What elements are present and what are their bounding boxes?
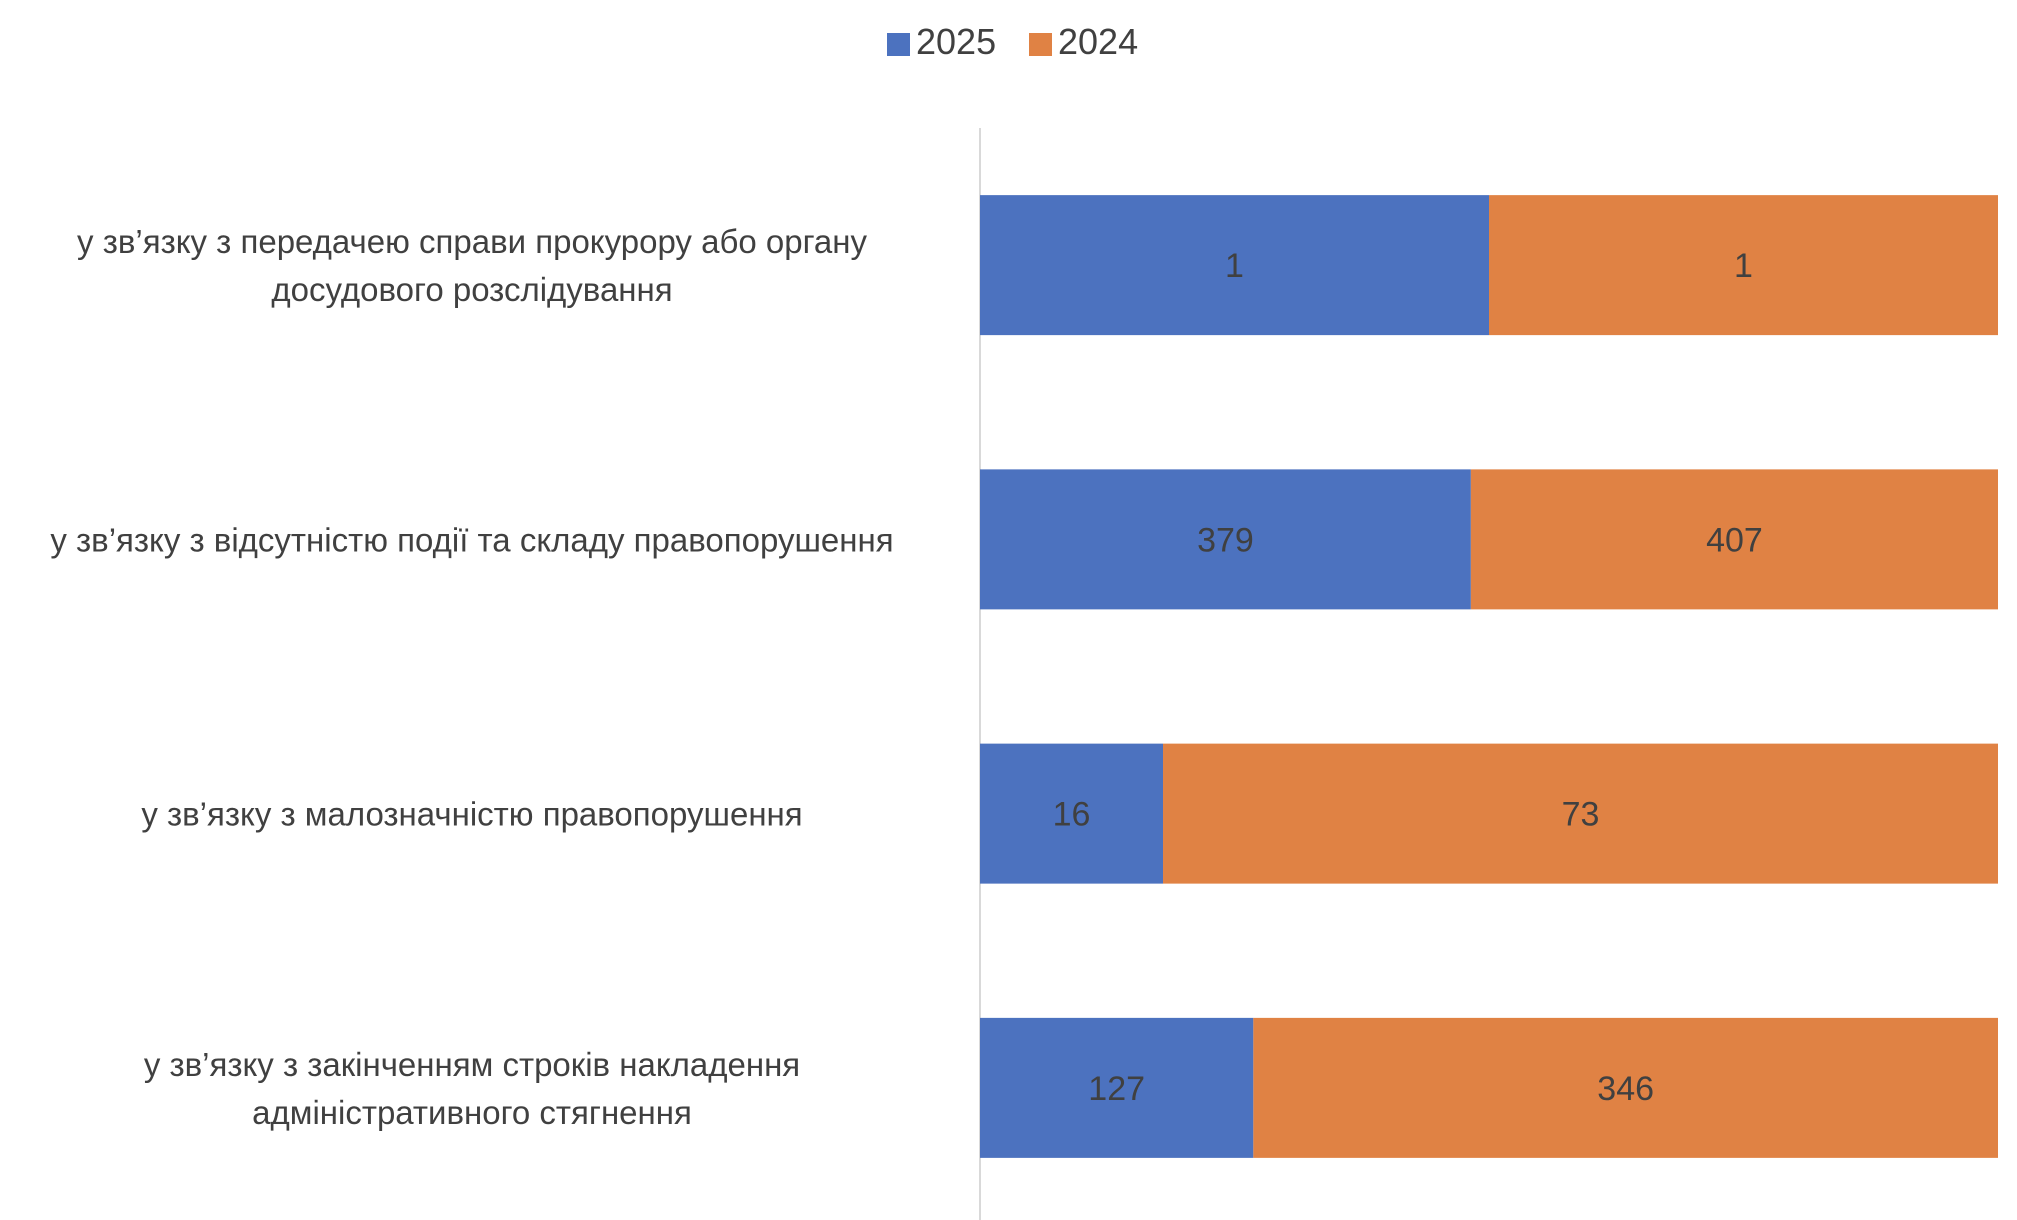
legend-label-2025: 2025 bbox=[916, 21, 996, 62]
data-label-2024-3: 346 bbox=[1597, 1070, 1654, 1108]
data-label-2025-1: 379 bbox=[1197, 521, 1254, 559]
bar-2024-3 bbox=[1253, 1017, 1998, 1158]
bar-2024-0 bbox=[1489, 195, 1998, 336]
bar-2024-2 bbox=[1163, 743, 1998, 884]
data-label-2025-0: 1 bbox=[1225, 247, 1244, 285]
data-label-2024-2: 73 bbox=[1562, 796, 1600, 834]
category-label: у зв’язку з передачею справи прокурору а… bbox=[77, 223, 867, 260]
category-label: адміністративного стягнення bbox=[252, 1094, 692, 1131]
legend-swatch-2025 bbox=[887, 33, 910, 56]
data-label-2025-3: 127 bbox=[1088, 1070, 1145, 1108]
bar-2025-0 bbox=[980, 195, 1489, 336]
category-label: у зв’язку з малозначністю правопорушення bbox=[141, 796, 802, 833]
bar-2024-1 bbox=[1470, 469, 1998, 610]
bar-2025-2 bbox=[980, 743, 1164, 884]
bar-2025-1 bbox=[980, 469, 1471, 610]
data-label-2025-2: 16 bbox=[1053, 796, 1091, 834]
category-labels: у зв’язку з передачею справи прокурору а… bbox=[50, 223, 893, 1131]
category-label: у зв’язку з закінченням строків накладен… bbox=[144, 1046, 800, 1083]
legend: 2025 2024 bbox=[887, 21, 1138, 62]
legend-swatch-2024 bbox=[1029, 33, 1052, 56]
data-label-2024-0: 1 bbox=[1734, 247, 1753, 285]
bars bbox=[980, 195, 1998, 1158]
category-label: у зв’язку з відсутністю події та складу … bbox=[50, 521, 893, 558]
category-label: досудового розслідування bbox=[271, 271, 672, 308]
bar-2025-3 bbox=[980, 1017, 1254, 1158]
data-labels: 1 1 379 407 16 73 127 346 bbox=[1053, 247, 1763, 1108]
legend-label-2024: 2024 bbox=[1058, 21, 1138, 62]
data-label-2024-1: 407 bbox=[1706, 521, 1763, 559]
